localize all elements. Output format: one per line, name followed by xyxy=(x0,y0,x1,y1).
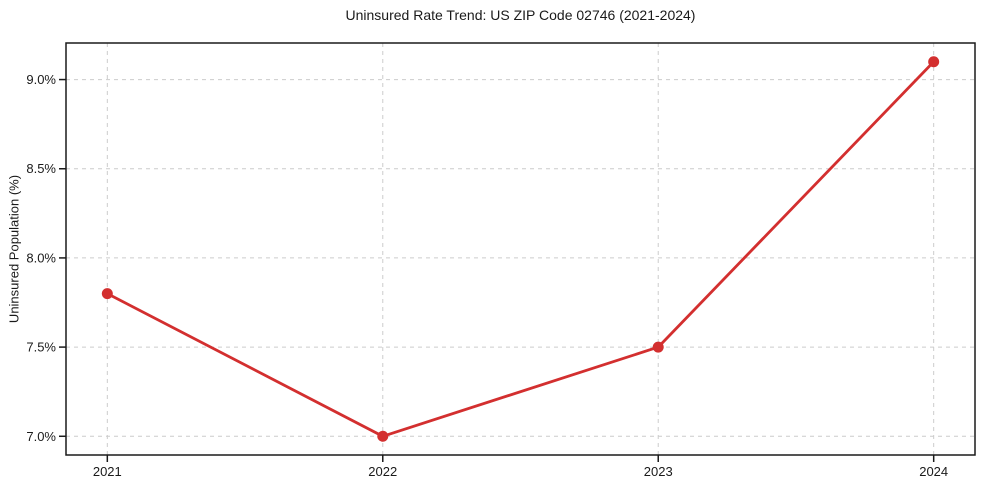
y-tick-label: 8.5% xyxy=(26,161,56,176)
plot-border xyxy=(65,42,976,456)
y-tick-label: 7.0% xyxy=(26,429,56,444)
data-point-marker xyxy=(101,288,113,300)
trend-line xyxy=(105,60,936,438)
data-point-marker xyxy=(928,56,940,68)
x-tick-label: 2023 xyxy=(644,464,673,479)
y-tick-label: 7.5% xyxy=(26,340,56,355)
x-tick-label: 2022 xyxy=(368,464,397,479)
data-point-marker xyxy=(652,341,664,353)
data-point-marker xyxy=(377,430,389,442)
x-tick-label: 2024 xyxy=(919,464,948,479)
x-tick-label: 2021 xyxy=(93,464,122,479)
chart-title: Uninsured Rate Trend: US ZIP Code 02746 … xyxy=(345,7,696,23)
y-tick-label: 8.0% xyxy=(26,250,56,265)
y-tick-label: 9.0% xyxy=(26,72,56,87)
